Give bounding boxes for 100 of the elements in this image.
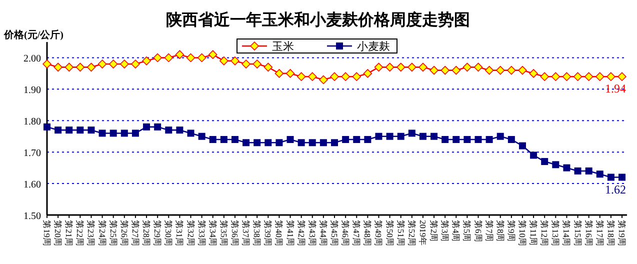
point <box>242 139 250 146</box>
x-tick-label: 第43周 <box>307 220 318 246</box>
point <box>66 126 73 134</box>
point <box>110 130 117 137</box>
point <box>264 139 272 146</box>
point <box>574 167 582 174</box>
x-tick-label: 第23周 <box>86 220 96 246</box>
x-tick-label: 第30周 <box>164 220 174 246</box>
x-tick-label: 第17周 <box>594 220 605 246</box>
point <box>98 130 106 137</box>
point <box>86 62 96 72</box>
point <box>274 69 284 78</box>
point <box>331 139 338 146</box>
point <box>132 130 139 137</box>
point <box>308 139 316 146</box>
x-tick-label: 第52周 <box>406 220 417 246</box>
x-tick-label: 第7周 <box>484 220 494 242</box>
x-tick-label: 第12周 <box>540 220 550 246</box>
x-tick-label: 第14周 <box>562 220 572 246</box>
point <box>208 50 218 59</box>
x-tick-label: 第15周 <box>572 220 583 246</box>
x-tick-label: 第49周 <box>374 220 384 246</box>
x-tick-label: 第19周 <box>42 220 52 246</box>
point <box>153 53 162 62</box>
x-tick-label: 第40周 <box>274 220 284 246</box>
point <box>452 66 461 75</box>
point <box>120 60 129 68</box>
point <box>320 139 327 146</box>
point <box>176 126 184 134</box>
y-tick-label: 1.90 <box>24 85 41 96</box>
legend-label: 小麦麸 <box>357 40 390 53</box>
point <box>220 136 228 144</box>
point <box>209 136 216 144</box>
point <box>254 139 261 146</box>
point <box>562 72 572 81</box>
point <box>186 53 196 62</box>
point <box>308 72 317 81</box>
point <box>76 126 84 134</box>
point <box>464 136 471 144</box>
point <box>529 69 538 78</box>
point <box>286 136 294 144</box>
data-label: 1.94 <box>605 82 626 96</box>
point <box>584 72 594 81</box>
point <box>419 132 426 140</box>
x-tick-label: 第32周 <box>186 220 196 246</box>
point <box>518 66 527 75</box>
point <box>187 130 194 137</box>
x-tick-label: 第42周 <box>296 220 306 246</box>
point <box>120 130 128 137</box>
point <box>342 136 350 144</box>
y-tick-label: 1.70 <box>24 148 41 160</box>
point <box>530 152 538 159</box>
x-tick-label: 第48周 <box>362 220 373 246</box>
x-tick-label: 第3周 <box>440 220 450 242</box>
y-tick-label: 1.50 <box>24 211 41 222</box>
point <box>573 72 582 81</box>
x-tick-label: 第18周 <box>606 220 616 246</box>
point <box>541 158 548 166</box>
x-tick-label: 第44周 <box>318 220 328 246</box>
point <box>418 62 428 72</box>
point <box>54 126 62 134</box>
x-tick-label: 第5周 <box>462 220 472 242</box>
point <box>430 132 438 140</box>
point <box>386 132 394 140</box>
y-tick-label: 2.00 <box>24 54 41 65</box>
point <box>131 60 140 68</box>
point <box>551 72 560 81</box>
point <box>595 72 604 81</box>
y-tick-label: 1.80 <box>24 116 41 128</box>
point <box>496 132 504 140</box>
point <box>44 123 50 130</box>
point <box>563 164 570 172</box>
x-tick-label: 第28周 <box>142 220 152 246</box>
point <box>397 132 404 140</box>
point <box>220 56 228 66</box>
point <box>607 174 614 181</box>
point <box>452 136 460 144</box>
point <box>618 174 626 181</box>
x-tick-label: 第10周 <box>517 220 528 246</box>
x-tick-label: 第11周 <box>528 220 539 246</box>
x-tick-label: 第45周 <box>330 220 340 246</box>
x-tick-label: 第39周 <box>263 220 274 246</box>
point <box>552 161 560 168</box>
x-tick-label: 第26周 <box>119 220 130 246</box>
x-tick-label: 第29周 <box>152 220 163 246</box>
x-tick-label: 第46周 <box>340 220 351 246</box>
x-tick-label: 第35周 <box>218 220 229 246</box>
point <box>375 132 382 140</box>
point <box>484 66 494 75</box>
point <box>442 136 449 144</box>
point <box>486 136 493 144</box>
point <box>319 75 328 84</box>
point <box>88 126 95 134</box>
x-tick-label: 第6周 <box>473 220 484 242</box>
x-tick-label: 第31周 <box>174 220 185 246</box>
point <box>64 62 74 72</box>
x-tick-label: 第13周 <box>550 220 561 246</box>
point <box>618 72 626 81</box>
point <box>286 69 295 78</box>
point <box>440 66 450 75</box>
